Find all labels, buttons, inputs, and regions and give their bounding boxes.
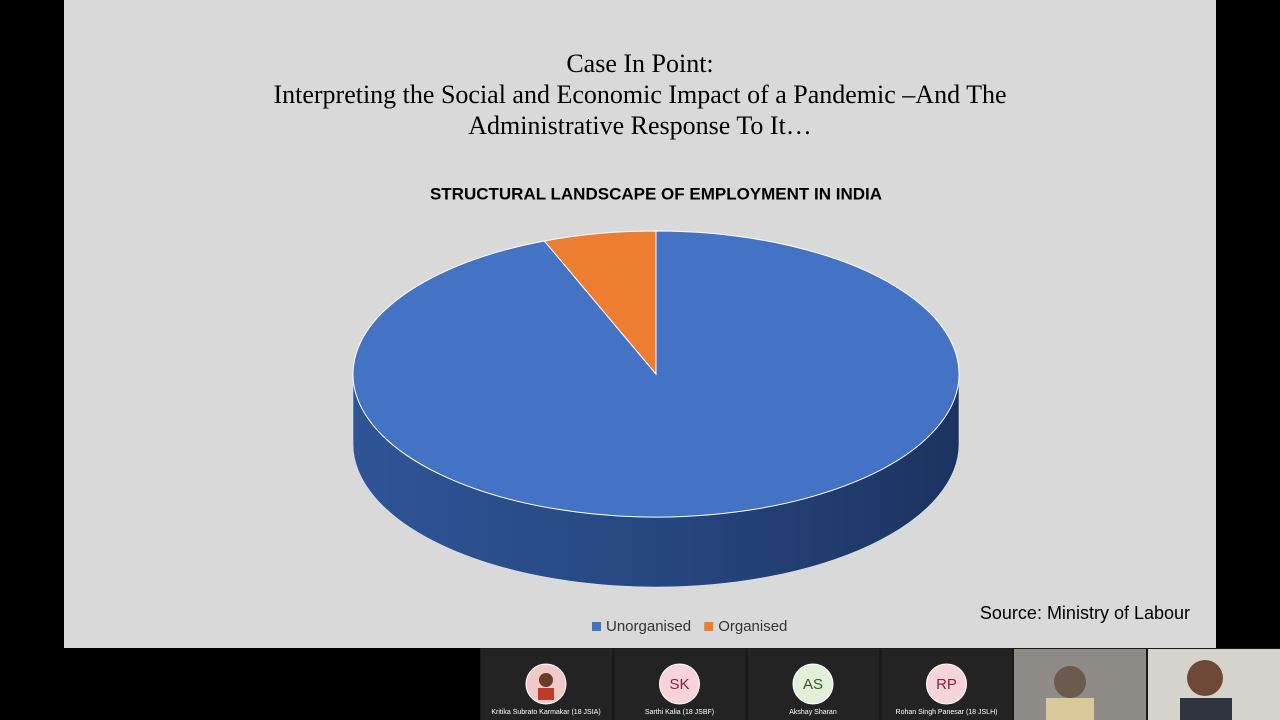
avatar — [926, 663, 967, 705]
participant-name: Kritika Subrato Karmakar (18 JSIA) — [491, 709, 600, 716]
video-person — [1187, 660, 1223, 696]
legend-label: Unorganised — [606, 618, 691, 635]
avatar — [792, 663, 834, 705]
participant-name: Rohan Singh Panesar (18 JSLH) — [896, 709, 998, 716]
avatar-photo — [538, 688, 554, 700]
participant-name: Sarthi Kalia (18 JSBF) — [645, 709, 714, 716]
avatar-photo — [539, 673, 553, 687]
pie — [352, 230, 960, 588]
avatar — [659, 663, 700, 705]
video-person — [1046, 698, 1094, 720]
avatar-initials: AS — [803, 676, 823, 693]
source: Source: Ministry of Labour — [980, 603, 1190, 623]
legend-label: Organised — [718, 618, 787, 635]
chart-title: STRUCTURAL LANDSCAPE OF EMPLOYMENT IN IN… — [430, 184, 882, 203]
slide-title: Interpreting the Social and Economic Imp… — [273, 80, 1006, 109]
video-person — [1180, 698, 1232, 720]
participant-bar — [480, 648, 1280, 720]
slide-title: Administrative Response To It… — [468, 111, 812, 140]
slide-title: Case In Point: — [566, 49, 713, 78]
video-person — [1054, 666, 1086, 698]
avatar-initials: RP — [936, 676, 957, 693]
legend-swatch — [704, 622, 714, 631]
pie-slice — [543, 230, 657, 376]
participant-name: Akshay Sharan — [789, 709, 837, 716]
legend-swatch — [592, 622, 601, 631]
legend: Unorganised Organised — [592, 618, 787, 635]
avatar-initials: SK — [669, 676, 689, 693]
tiles: Kritika Subrato Karmakar (18 JSIA) SK Sart… — [481, 649, 1013, 720]
